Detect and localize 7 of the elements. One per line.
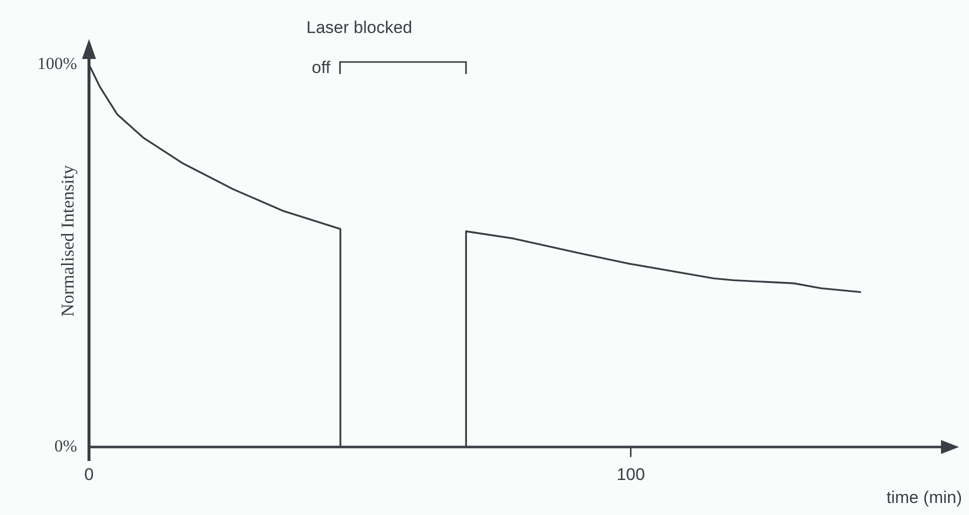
x-tick-label: 0 [84, 464, 94, 484]
x-axis-title: time (min) [886, 488, 962, 507]
y-axis-title: Normalised Intensity [58, 165, 78, 317]
y-tick-label: 0% [54, 436, 77, 456]
x-tick-label: 100 [616, 464, 645, 484]
y-tick-label: 100% [37, 54, 77, 74]
text: Laser blocked off [306, 18, 412, 77]
